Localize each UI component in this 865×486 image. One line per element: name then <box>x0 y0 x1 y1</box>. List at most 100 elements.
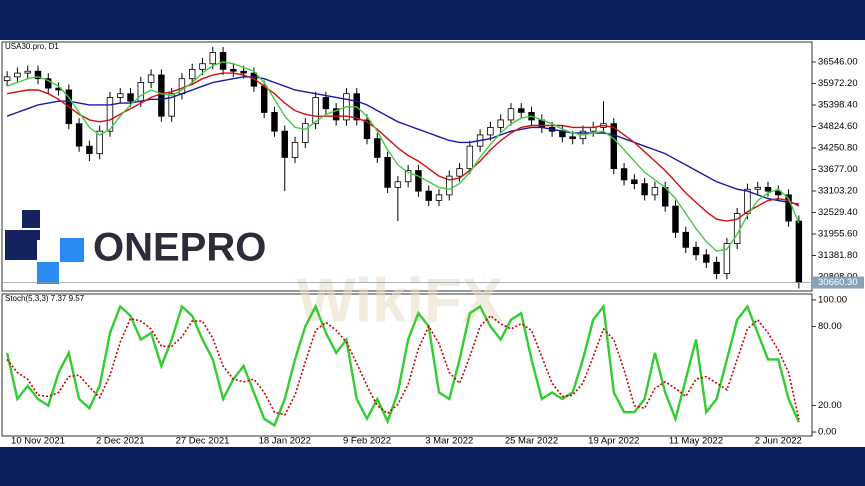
candle-body <box>723 243 731 274</box>
y-tick-label: 34250.80 <box>818 143 858 154</box>
logo-block <box>22 210 40 228</box>
candle-body <box>692 246 700 256</box>
last-price-box <box>812 276 864 289</box>
candle-body <box>322 97 330 110</box>
candle-body <box>569 136 576 140</box>
x-tick-label: 3 Mar 2022 <box>425 436 473 447</box>
candle-body <box>507 108 515 121</box>
bottom-bar <box>0 447 865 486</box>
candle-body <box>230 68 237 72</box>
candle-body <box>754 186 761 190</box>
candle-body <box>219 52 227 70</box>
y-tick-label: 31381.80 <box>818 250 858 261</box>
indicator-line <box>6 72 800 222</box>
candle-body <box>240 70 247 74</box>
candle-body <box>435 194 443 201</box>
x-tick-label: 2 Jun 2022 <box>755 436 802 447</box>
candle-body <box>384 156 391 188</box>
candle-body <box>291 142 299 158</box>
price-panel <box>1 41 813 292</box>
candle-body <box>497 119 504 128</box>
x-tick-label: 25 Mar 2022 <box>505 436 558 447</box>
candle-body <box>199 63 206 70</box>
stoch-title: Stoch(5,3,3) 7.37 9.57 <box>5 294 85 303</box>
candle-body <box>775 190 782 196</box>
candle-body <box>271 112 278 132</box>
candle-body <box>86 145 93 155</box>
candle-body <box>147 74 155 83</box>
candle-body <box>713 261 720 274</box>
candle-body <box>456 168 463 177</box>
indicator-line <box>6 314 800 420</box>
candle-body <box>250 72 258 87</box>
candle-body <box>24 70 31 74</box>
y-tick-label: 100.00 <box>818 294 847 305</box>
candle-body <box>363 119 371 140</box>
candle-body <box>45 78 52 89</box>
candle-body <box>75 123 83 147</box>
candle-body <box>641 183 648 196</box>
candle-body <box>106 97 114 132</box>
candle-body <box>14 72 21 78</box>
candle-body <box>487 127 494 136</box>
candle-body <box>117 93 124 98</box>
candle-body <box>703 254 710 263</box>
y-tick-label: 80.00 <box>818 321 842 332</box>
y-tick-label: 35398.40 <box>818 100 858 111</box>
candle-body <box>127 93 134 102</box>
logo-block <box>37 240 57 260</box>
candle-body <box>374 138 381 158</box>
y-tick-label: 32529.40 <box>818 207 858 218</box>
logo-text: ONEPRO <box>93 226 266 270</box>
candle-body <box>415 170 422 192</box>
candle-body <box>96 130 103 155</box>
price-title: USA30.pro, D1 <box>5 42 59 51</box>
stoch-panel <box>1 293 813 437</box>
last-price-label: 30660.30 <box>818 277 858 288</box>
indicator-line <box>6 76 800 205</box>
candle-body <box>260 85 268 113</box>
candle-body <box>168 93 175 117</box>
indicator-line <box>6 61 800 252</box>
candle-body <box>404 170 412 183</box>
y-tick-label: 33677.00 <box>818 164 858 175</box>
top-bar <box>0 0 865 40</box>
candle-body <box>332 108 340 121</box>
x-tick-label: 9 Feb 2022 <box>343 436 391 447</box>
candle-body <box>744 188 751 214</box>
candle-body <box>3 76 11 81</box>
watermark: WikiFX <box>297 266 503 335</box>
logo: ONEPRO <box>5 210 266 284</box>
candle-body <box>302 123 309 143</box>
x-tick-label: 11 May 2022 <box>669 436 723 447</box>
candle-body <box>446 175 453 196</box>
x-tick-label: 18 Jan 2022 <box>259 436 311 447</box>
indicator-line <box>5 303 800 428</box>
x-tick-label: 2 Dec 2021 <box>96 436 145 447</box>
y-tick-label: 0.00 <box>818 427 837 438</box>
candle-body <box>209 52 217 65</box>
x-tick-label: 10 Nov 2021 <box>11 436 65 447</box>
y-tick-label: 35972.20 <box>818 78 858 89</box>
logo-block <box>37 262 59 284</box>
candle-body <box>425 190 432 201</box>
candle-body <box>158 74 165 117</box>
y-tick-label: 33103.20 <box>818 186 858 197</box>
candle-body <box>631 179 638 185</box>
candle-body <box>610 123 618 170</box>
candle-body <box>785 194 792 222</box>
candle-body <box>620 168 628 181</box>
candle-body <box>795 220 803 283</box>
x-tick-label: 27 Dec 2021 <box>176 436 230 447</box>
x-tick-label: 19 Apr 2022 <box>588 436 639 447</box>
y-tick-label: 31955.60 <box>818 229 858 240</box>
candle-body <box>672 205 679 233</box>
y-tick-label: 20.00 <box>818 400 842 411</box>
candle-body <box>466 145 474 170</box>
candle-body <box>682 231 689 248</box>
y-tick-label: 36546.00 <box>818 57 858 68</box>
candle-body <box>394 181 402 188</box>
y-tick-label: 34824.60 <box>818 121 858 132</box>
